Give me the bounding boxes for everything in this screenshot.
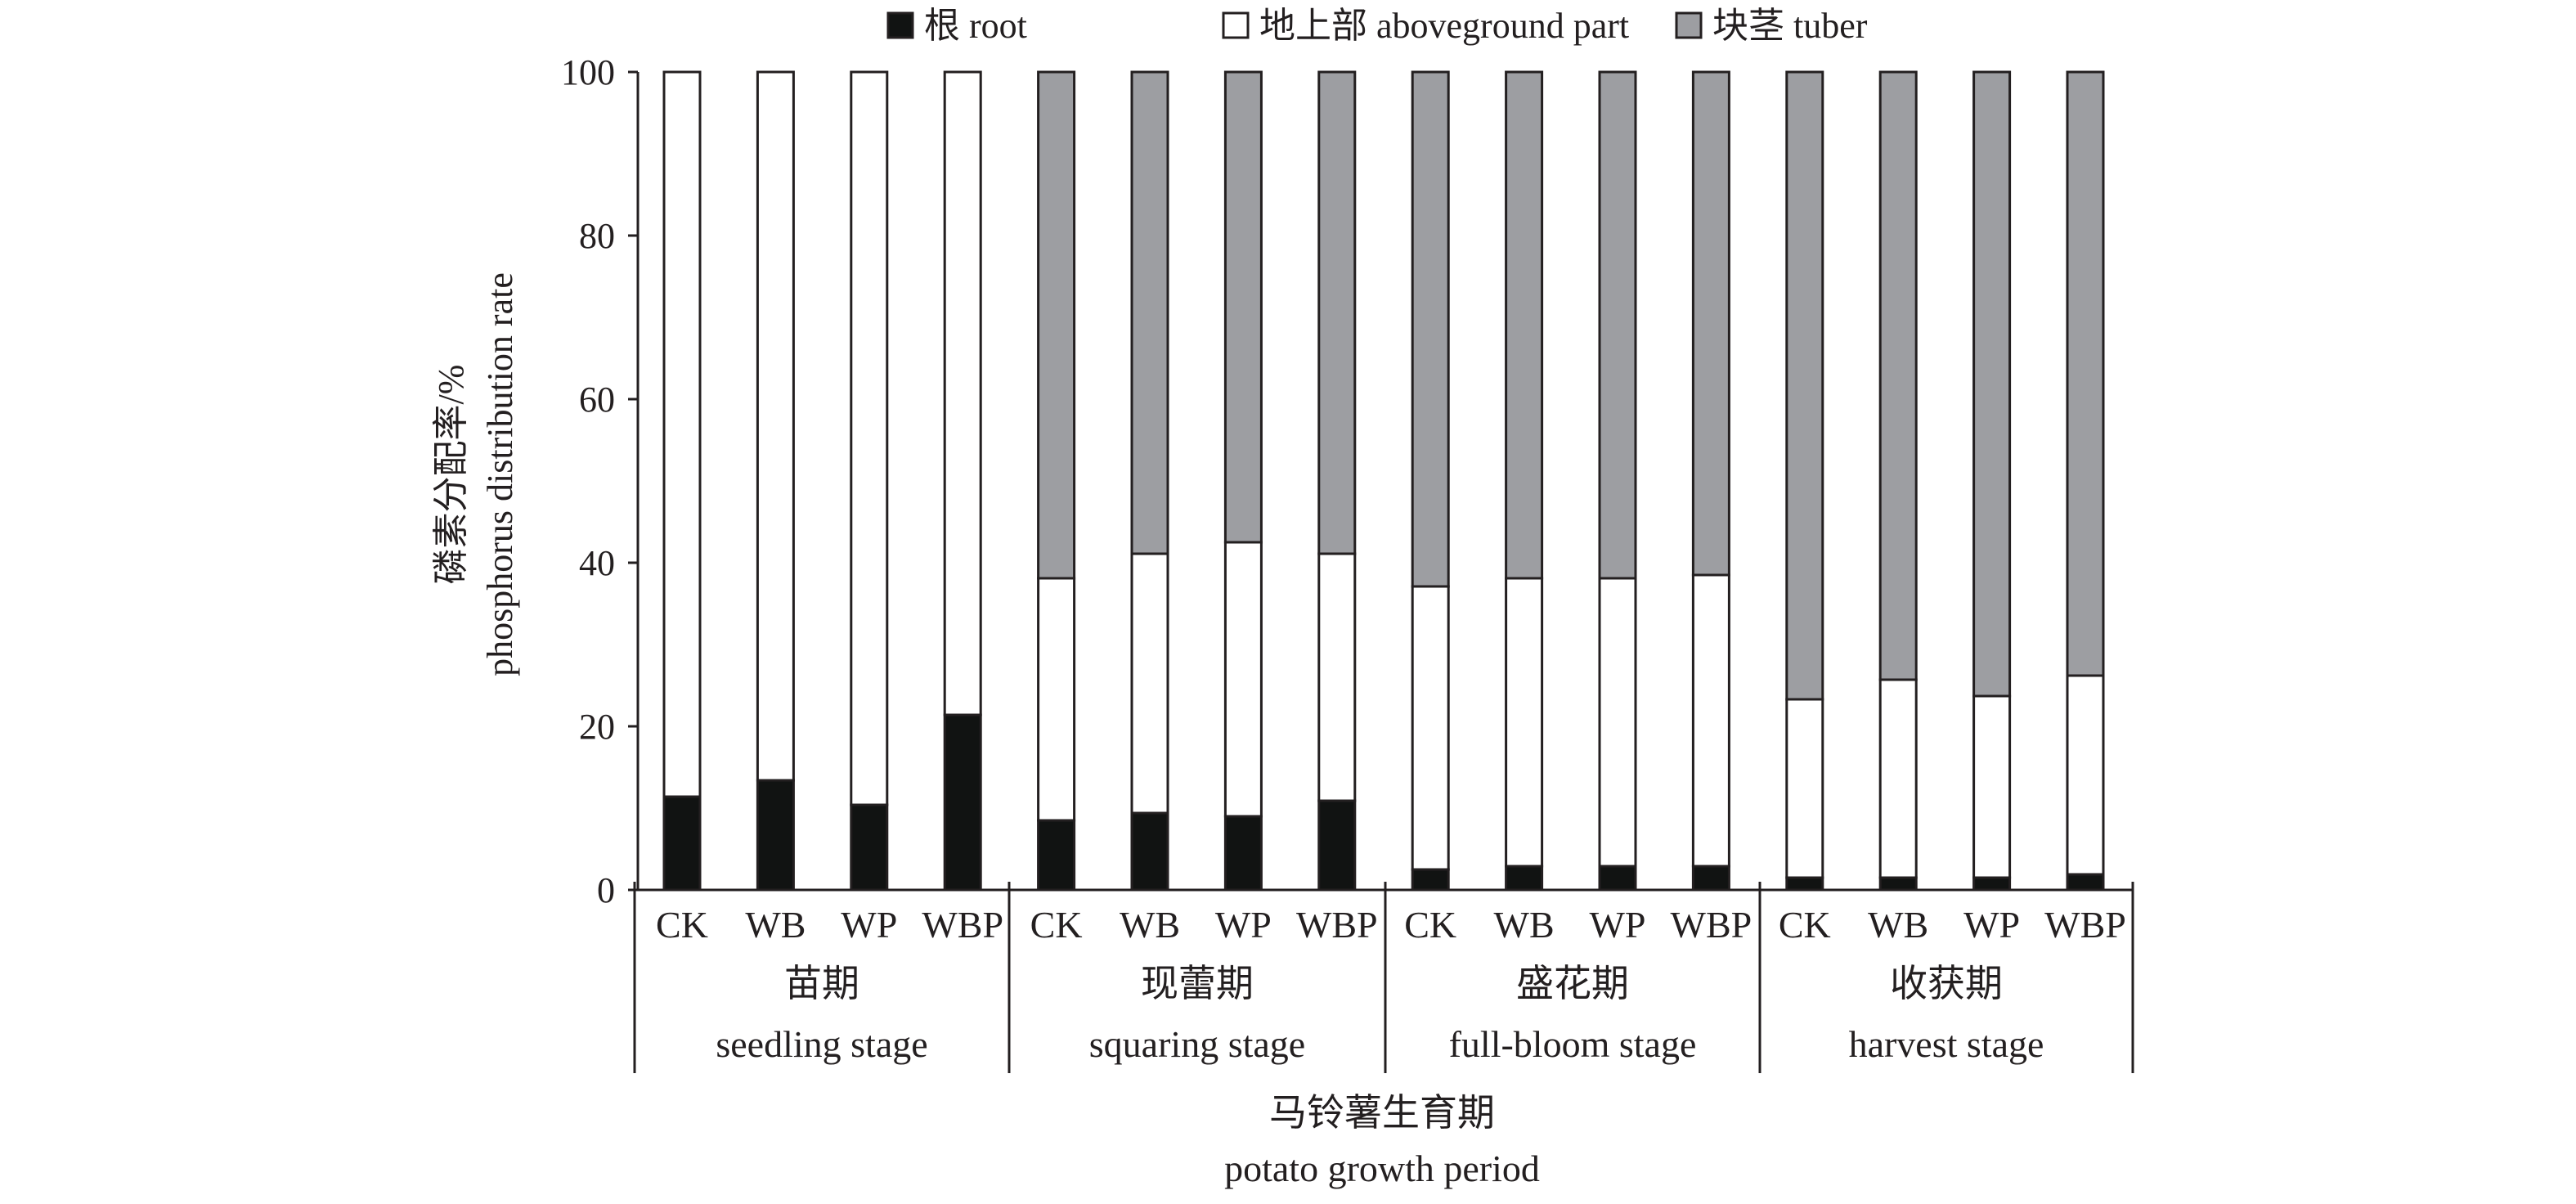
bar-segment-root [2066,873,2105,892]
group-label-cn: 苗期 [784,963,859,1004]
group-label-en: full-bloom stage [1449,1023,1697,1065]
bar-segment-aboveground [1785,698,1824,879]
bar-segment-aboveground [850,70,889,806]
group-label-cn: 收获期 [1890,963,2003,1004]
bar-segment-root [943,713,982,892]
group-label-en: harvest stage [1849,1023,2044,1065]
legend-swatch [1222,11,1250,39]
bar-segment-aboveground [756,70,795,782]
bar-segment-tuber [1411,70,1450,588]
bar-segment-root [1598,865,1637,892]
x-tick-label: WB [1120,904,1180,946]
x-tick-label: CK [1404,904,1456,946]
bar-segment-root [1878,876,1918,892]
y-tick-label: 40 [579,543,615,583]
bar-segment-tuber [2066,70,2105,677]
legend: 根 root 地上部 aboveground part 块茎 tuber [886,6,1868,46]
bar-segment-aboveground [1878,678,1918,879]
bar-segment-tuber [1972,70,2012,698]
bar-segment-tuber [1130,70,1169,555]
x-tick-label: CK [1030,904,1083,946]
x-tick-label: WB [1494,904,1555,946]
x-tick-label: WP [1215,904,1272,946]
x-tick-label: WP [841,904,897,946]
x-axis-label-cn: 马铃薯生育期 [1269,1092,1495,1134]
bar-segment-tuber [1505,70,1544,580]
bar-segment-root [1972,876,2012,892]
bar-segment-aboveground [1972,694,2012,879]
bar-segment-aboveground [1317,552,1357,802]
bar-segment-root [1317,799,1357,892]
bar-segment-tuber [1691,70,1730,577]
x-axis-label-en: potato growth period [1224,1148,1540,1189]
y-axis-label-cn: 磷素分配率/% [431,365,471,585]
bar-segment-aboveground [943,70,982,717]
bar-segment-root [850,803,889,892]
bar-segment-tuber [1317,70,1357,555]
y-tick-label: 20 [579,707,615,747]
legend-swatch [1675,11,1703,39]
y-tick-label: 0 [597,870,615,910]
bar-segment-root [756,779,795,892]
x-tick-label: CK [1779,904,1831,946]
bar-segment-root [1037,819,1076,892]
y-tick-label: 60 [579,380,615,420]
y-axis-label-en: phosphorus distribution rate [480,272,520,676]
bar-segment-root [1223,815,1263,892]
bars [662,70,2105,892]
legend-label: 块茎 tuber [1712,6,1868,46]
bar-segment-aboveground [1411,585,1450,871]
group-label-cn: 现蕾期 [1141,963,1254,1004]
x-tick-label: WP [1963,904,2020,946]
x-tick-label: WBP [1296,904,1378,946]
bar-segment-aboveground [1223,541,1263,818]
bar-segment-tuber [1598,70,1637,580]
bar-segment-tuber [1878,70,1918,681]
y-tick-label: 80 [579,216,615,256]
bar-segment-tuber [1785,70,1824,701]
x-tick-label: WBP [1671,904,1752,946]
bar-segment-tuber [1223,70,1263,544]
legend-label: 地上部 aboveground part [1259,6,1629,46]
axes: 0 20 40 60 80 100 CK WB WP WBP CK WB WP WBP CK WB WP WBP C… [561,52,2134,1073]
x-tick-label: CK [656,904,708,946]
bar-segment-aboveground [1505,577,1544,868]
bar-segment-aboveground [1598,577,1637,868]
x-tick-label: WB [1868,904,1928,946]
x-tick-label: WP [1590,904,1646,946]
bar-segment-aboveground [662,70,702,798]
legend-swatch [886,11,914,39]
x-tick-label: WBP [922,904,1003,946]
legend-label: 根 root [924,6,1027,46]
bar-segment-aboveground [1037,577,1076,822]
bar-segment-tuber [1037,70,1076,580]
group-label-en: squaring stage [1089,1023,1305,1065]
bar-segment-aboveground [1130,552,1169,815]
bar-segment-root [1130,811,1169,892]
x-tick-label: WB [745,904,806,946]
bar-segment-root [662,795,702,892]
bar-segment-root [1505,865,1544,892]
y-tick-label: 100 [561,52,615,92]
group-label-cn: 盛花期 [1516,963,1629,1004]
bar-segment-aboveground [2066,674,2105,876]
bar-segment-root [1411,868,1450,892]
bar-segment-root [1691,865,1730,892]
bar-segment-root [1785,876,1824,892]
x-tick-label: WBP [2044,904,2126,946]
bar-segment-aboveground [1691,573,1730,868]
group-label-en: seedling stage [716,1023,927,1065]
